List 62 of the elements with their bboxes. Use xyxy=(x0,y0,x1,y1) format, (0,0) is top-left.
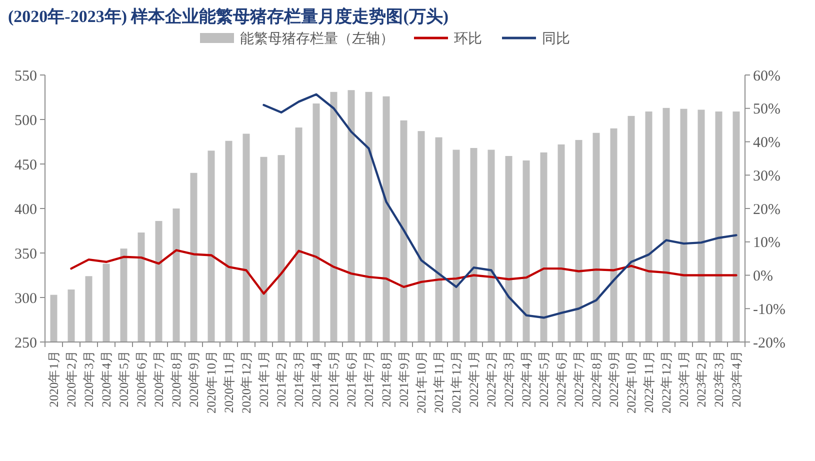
x-tick-label: 2021年8月 xyxy=(380,350,394,408)
x-tick-label: 2020年7月 xyxy=(152,350,166,408)
y2-tick-label: -20% xyxy=(753,335,786,352)
y-tick-label: 400 xyxy=(14,202,37,218)
x-tick-label: 2023年2月 xyxy=(694,350,709,408)
x-tick-label: 2021年1月 xyxy=(257,350,272,408)
x-tick-label: 2022年11月 xyxy=(642,350,656,414)
x-tick-label: 2022年1月 xyxy=(467,350,482,408)
x-tick-label: 2021年7月 xyxy=(362,350,376,408)
x-tick-label: 2020年11月 xyxy=(222,350,236,414)
x-tick-label: 2021年12月 xyxy=(450,350,464,414)
y-tick-label: 300 xyxy=(14,290,37,307)
x-tick-label: 2020年5月 xyxy=(117,350,132,408)
y-tick-label: 250 xyxy=(14,335,37,352)
y2-tick-label: 30% xyxy=(753,168,780,184)
x-tick-label: 2021年3月 xyxy=(292,350,306,408)
x-tick-label: 2021年2月 xyxy=(274,350,289,408)
x-tick-label: 2022年8月 xyxy=(590,350,604,408)
line-series xyxy=(262,93,738,319)
x-tick-label: 2022年9月 xyxy=(607,350,622,408)
x-tick-label: 2023年3月 xyxy=(712,350,726,408)
chart-title: (2020年-2023年) 样本企业能繁母猪存栏量月度走势图(万头) xyxy=(8,7,449,26)
x-tick-label: 2020年1月 xyxy=(47,350,62,408)
x-tick-label: 2022年5月 xyxy=(537,350,552,408)
y-tick-label: 550 xyxy=(14,68,37,84)
x-tick-label: 2023年1月 xyxy=(677,350,692,408)
x-tick-label: 2022年6月 xyxy=(554,350,569,408)
legend-label: 能繁母猪存栏量（左轴） xyxy=(240,30,394,47)
x-tick-label: 2020年3月 xyxy=(82,350,96,408)
x-tick-label: 2020年4月 xyxy=(100,350,114,408)
y2-tick-label: -10% xyxy=(753,302,786,318)
y2-tick-label: 10% xyxy=(753,235,780,252)
y-tick-label: 450 xyxy=(14,157,37,174)
y2-tick-label: 60% xyxy=(753,68,780,84)
y-tick-label: 350 xyxy=(14,246,37,262)
x-tick-label: 2021年9月 xyxy=(397,350,412,408)
y2-tick-label: 40% xyxy=(753,135,780,151)
y-tick-label: 500 xyxy=(14,112,37,129)
x-tick-label: 2023年4月 xyxy=(730,350,744,408)
x-tick-label: 2022年7月 xyxy=(572,350,586,408)
x-tick-label: 2020年2月 xyxy=(64,350,79,408)
x-tick-label: 2020年9月 xyxy=(187,350,202,408)
x-tick-label: 2021年5月 xyxy=(327,350,342,408)
line-series xyxy=(70,249,738,295)
legend-label: 同比 xyxy=(542,30,570,47)
x-tick-label: 2022年10月 xyxy=(624,350,639,414)
x-tick-label: 2020年10月 xyxy=(204,350,219,414)
x-tick-label: 2022年2月 xyxy=(484,350,499,408)
legend-label: 环比 xyxy=(454,30,482,47)
x-tick-label: 2021年6月 xyxy=(344,350,359,408)
x-tick-label: 2021年4月 xyxy=(310,350,324,408)
y2-tick-label: 50% xyxy=(753,102,780,118)
y2-tick-label: 20% xyxy=(753,202,780,218)
x-tick-label: 2022年3月 xyxy=(502,350,516,408)
x-tick-label: 2022年4月 xyxy=(520,350,534,408)
x-tick-label: 2021年10月 xyxy=(414,350,429,414)
x-tick-label: 2020年8月 xyxy=(170,350,184,408)
x-tick-label: 2020年6月 xyxy=(134,350,149,408)
x-tick-label: 2022年12月 xyxy=(660,350,674,414)
x-tick-label: 2021年11月 xyxy=(432,350,446,414)
y2-tick-label: 0% xyxy=(753,268,773,284)
x-tick-label: 2020年12月 xyxy=(240,350,254,414)
